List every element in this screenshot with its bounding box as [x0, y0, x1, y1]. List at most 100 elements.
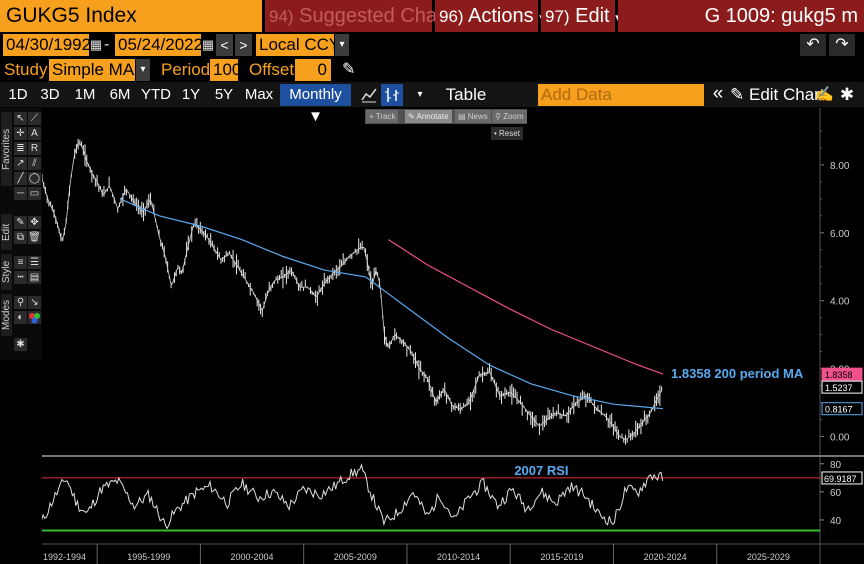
trash-icon[interactable]: 🗑	[28, 231, 41, 244]
edit-chart-label: Edit Chart	[748, 85, 825, 104]
chart-type-dropdown-icon[interactable]: ▾	[417, 89, 423, 100]
chart-area[interactable]: 8.006.004.002.000.001992-19941995-199920…	[42, 108, 864, 564]
trendline-icon[interactable]: ⟋	[28, 112, 41, 125]
period-label: Period	[161, 60, 211, 79]
edit-chart-button[interactable]: ✎ Edit Chart	[730, 84, 825, 106]
period-ytd-button[interactable]: YTD	[141, 86, 171, 103]
study-dropdown-icon[interactable]: ▾	[136, 59, 150, 81]
ellipse-icon[interactable]: ◯	[28, 172, 41, 185]
currency-dropdown-icon[interactable]: ▾	[335, 34, 349, 56]
rsi-tick-label: 60	[830, 488, 842, 499]
cursor-icon[interactable]: ↖	[14, 112, 27, 125]
study-select[interactable]: Simple MA	[49, 59, 135, 81]
arrow-icon[interactable]: ↗	[14, 157, 27, 170]
reset-button[interactable]: • Reset	[491, 127, 523, 140]
rsi-line	[42, 463, 664, 530]
style-fill-icon[interactable]: ▤	[28, 271, 41, 284]
actions-label: Actions	[468, 5, 534, 27]
style-dash-icon[interactable]: ┅	[14, 271, 27, 284]
copy-icon[interactable]: ⧉	[14, 231, 27, 244]
collapse-chevron-icon[interactable]: «	[712, 83, 724, 104]
tab-modes[interactable]: Modes	[1, 294, 12, 336]
pencil-icon[interactable]: ✎	[14, 216, 27, 229]
date-separator: -	[104, 36, 110, 53]
annotate-button[interactable]: ✎ Annotate	[405, 110, 452, 123]
move-icon[interactable]: ✥	[28, 216, 41, 229]
channel-icon[interactable]: ⫽	[28, 157, 41, 170]
color-picker-icon[interactable]	[28, 311, 41, 324]
edit-menu-button[interactable]: 97) Edit ▾	[541, 0, 622, 32]
line-chart-icon[interactable]	[360, 85, 378, 105]
ma100-marker-box	[821, 402, 863, 416]
period-6m-button[interactable]: 6M	[109, 86, 131, 103]
mode-circle-icon[interactable]: ◐	[14, 311, 27, 324]
tab-edit[interactable]: Edit	[1, 214, 12, 250]
ma100-line	[119, 198, 664, 410]
calendar-icon[interactable]: ▦	[201, 37, 215, 52]
tab-favorites[interactable]: Favorites	[1, 112, 12, 186]
style-width-icon[interactable]: ☰	[28, 256, 41, 269]
calendar-icon[interactable]: ▦	[89, 37, 103, 52]
price-tick-label: 0.00	[830, 432, 850, 443]
rsi-label: 2007 RSI	[514, 463, 568, 478]
ma200-marker-box	[821, 367, 863, 381]
tool-palette: Favorites Edit Style Modes ↖ ⟋ ✛ A ≣ R ↗…	[0, 108, 42, 360]
rect-icon[interactable]: ▭	[28, 187, 41, 200]
pencil-icon[interactable]: ✎	[342, 61, 356, 78]
time-label: 2015-2019	[540, 552, 583, 562]
period-1y-button[interactable]: 1Y	[181, 86, 201, 103]
start-date-field[interactable]: 04/30/1992	[3, 34, 91, 56]
period-3d-button[interactable]: 3D	[40, 86, 60, 103]
end-date-field[interactable]: 05/24/2022	[115, 34, 203, 56]
hline-icon[interactable]: ─	[14, 187, 27, 200]
ma200-line	[388, 239, 664, 375]
line-icon[interactable]: ╱	[14, 172, 27, 185]
style-line-icon[interactable]: ≡	[14, 256, 27, 269]
annotate-label: Annotate	[416, 112, 449, 121]
time-label: 1992-1994	[43, 552, 86, 562]
table-button[interactable]: Table	[445, 85, 487, 104]
period-max-button[interactable]: Max	[244, 86, 274, 103]
news-button[interactable]: ▤ News	[455, 110, 491, 123]
period-1d-button[interactable]: 1D	[8, 86, 28, 103]
security-title[interactable]: GUKG5 Index	[0, 0, 262, 32]
suggested-charts-button[interactable]: 94) Suggested Charts	[265, 0, 459, 32]
next-period-button[interactable]: >	[235, 34, 252, 56]
crosshair-icon[interactable]: ✛	[14, 127, 27, 140]
settings-gear-icon[interactable]: ✱	[14, 338, 27, 351]
time-label: 2010-2014	[437, 552, 480, 562]
period-input[interactable]: 100	[210, 59, 241, 81]
tab-style[interactable]: Style	[1, 254, 12, 290]
offset-input[interactable]: 0	[295, 59, 331, 81]
edit-note-icon[interactable]: ✍	[815, 86, 834, 103]
gear-icon[interactable]: ✱	[839, 85, 855, 104]
period-5y-button[interactable]: 5Y	[214, 86, 234, 103]
frequency-select[interactable]: Monthly ▼	[280, 84, 351, 125]
text-icon[interactable]: A	[28, 127, 41, 140]
ruler-icon[interactable]: R	[28, 142, 41, 155]
track-label: Track	[375, 112, 396, 121]
actions-button[interactable]: 96) Actions ▾	[435, 0, 546, 32]
study-label: Study	[4, 60, 48, 79]
mode-icon[interactable]: ⚲	[14, 296, 27, 309]
suggested-num: 94)	[269, 7, 294, 26]
add-data-input[interactable]: Add Data	[538, 84, 704, 106]
price-tick-label: 4.00	[830, 297, 850, 308]
redo-icon[interactable]: ↷	[829, 34, 855, 56]
rsi-last-box	[821, 471, 863, 485]
zoom-button[interactable]: ⚲ Zoom	[492, 110, 527, 123]
edit-label: Edit	[575, 5, 610, 27]
track-button[interactable]: + Track	[366, 110, 399, 123]
undo-icon[interactable]: ↶	[800, 34, 826, 56]
actions-num: 96)	[439, 7, 464, 26]
bar-chart-icon[interactable]	[381, 84, 403, 106]
time-label: 2005-2009	[334, 552, 377, 562]
mode-arrow-icon[interactable]: ↘	[28, 296, 41, 309]
fib-icon[interactable]: ≣	[14, 142, 27, 155]
ma200-label: 1.8358 200 period MA	[671, 366, 804, 381]
last-price-marker-box	[821, 380, 863, 394]
currency-select[interactable]: Local CCY	[256, 34, 340, 56]
period-1m-button[interactable]: 1M	[74, 86, 96, 103]
ma200-marker: 1.8358	[825, 370, 853, 380]
prev-period-button[interactable]: <	[216, 34, 233, 56]
